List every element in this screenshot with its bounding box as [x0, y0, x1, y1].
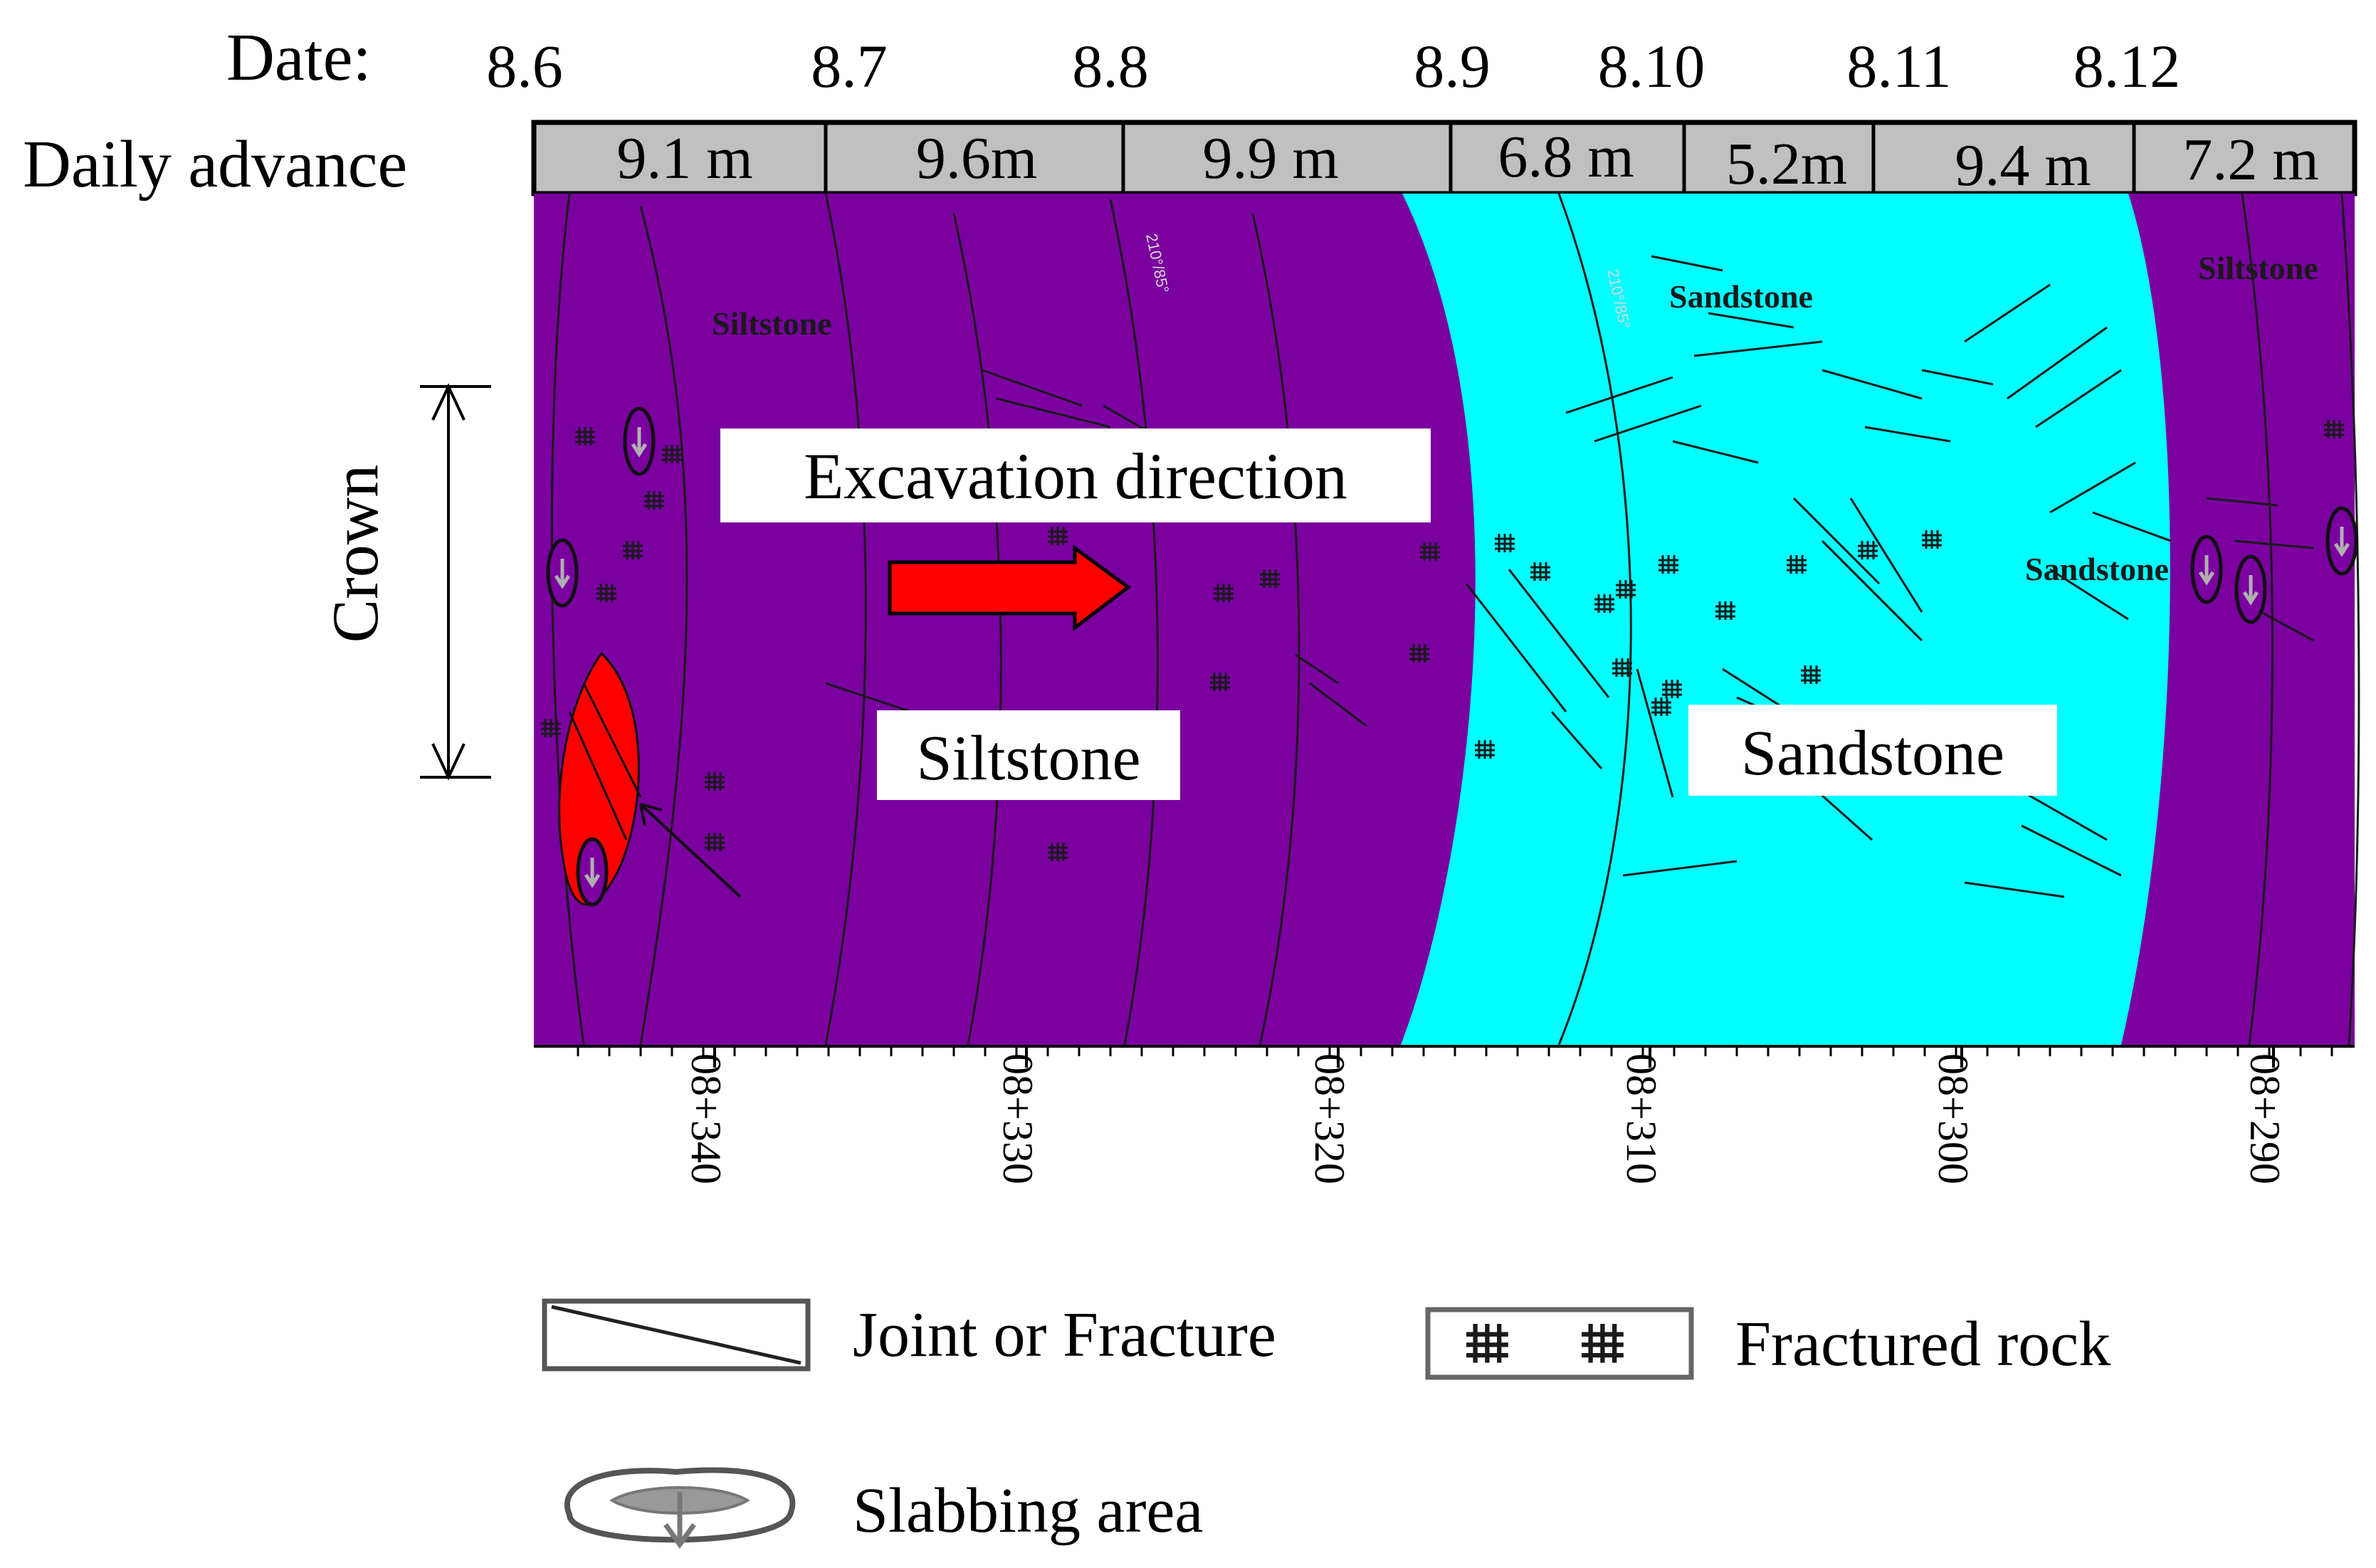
date-label: Date: [226, 21, 372, 95]
advance-8-9: 6.8 m [1498, 124, 1634, 190]
slabbing-area-red [558, 651, 742, 905]
advance-8-10: 5.2m [1726, 131, 1847, 197]
chainage-08-320: 08+320 [1306, 1053, 1353, 1184]
legend-slabbing: Slabbing area [564, 1467, 1203, 1549]
chainage-08-290: 08+290 [2241, 1053, 2288, 1184]
legend-fractured-label: Fractured rock [1735, 1309, 2110, 1379]
chainage-08-340: 08+340 [683, 1053, 730, 1184]
legend-joint: Joint or Fracture [542, 1298, 1276, 1372]
sandstone-small-label-right: Sandstone [2025, 551, 2169, 587]
advance-8-7: 9.6m [916, 125, 1037, 191]
siltstone-small-label-left: Siltstone [712, 305, 832, 342]
chainage-ruler: 08+340 08+330 08+320 08+310 08+300 08+29… [534, 1045, 2355, 1184]
advance-8-8: 9.9 m [1202, 125, 1338, 191]
header: Date: Daily advance 8.6 8.7 8.8 8.9 8.10… [23, 21, 2357, 201]
crown-dimension: Crown [319, 383, 491, 781]
direction-label-box [720, 428, 1431, 522]
legend: Joint or Fracture Fractured rock Slabbin… [542, 1298, 2110, 1549]
siltstone-label-box [877, 710, 1180, 800]
date-8-11: 8.11 [1846, 32, 1951, 100]
date-8-9: 8.9 [1414, 32, 1491, 100]
geology-map: Excavation direction Siltstone Sandstone… [319, 193, 2360, 1184]
legend-slabbing-label: Slabbing area [853, 1475, 1203, 1546]
sandstone-small-label-top: Sandstone [1669, 278, 1813, 315]
chainage-08-330: 08+330 [994, 1053, 1041, 1184]
joint-traces [550, 193, 2360, 1046]
advance-8-11: 9.4 m [1955, 132, 2091, 199]
sandstone-zone [1401, 194, 2170, 1045]
excavation-arrow [888, 544, 1132, 632]
legend-fractured: Fractured rock [1425, 1307, 2110, 1380]
sandstone-label: Sandstone [1741, 718, 2004, 789]
advance-8-6: 9.1 m [616, 125, 752, 191]
advance-8-12: 7.2 m [2182, 127, 2318, 193]
siltstone-label: Siltstone [916, 723, 1140, 794]
sandstone-label-box [1688, 705, 2057, 796]
advance-bar [531, 120, 2357, 196]
siltstone-small-label-right: Siltstone [2198, 250, 2318, 286]
date-8-10: 8.10 [1598, 32, 1705, 100]
chainage-08-300: 08+300 [1930, 1053, 1977, 1184]
advance-dividers [824, 122, 2136, 194]
chainage-08-310: 08+310 [1618, 1053, 1665, 1184]
crown-label: Crown [319, 465, 391, 643]
fracture-traces [825, 255, 2314, 898]
date-8-12: 8.12 [2073, 32, 2181, 100]
date-8-7: 8.7 [811, 32, 888, 100]
legend-joint-label: Joint or Fracture [853, 1300, 1276, 1370]
date-8-6: 8.6 [486, 32, 563, 100]
date-8-8: 8.8 [1072, 32, 1149, 100]
excavation-direction-label: Excavation direction [804, 440, 1347, 512]
daily-advance-label: Daily advance [23, 127, 407, 201]
